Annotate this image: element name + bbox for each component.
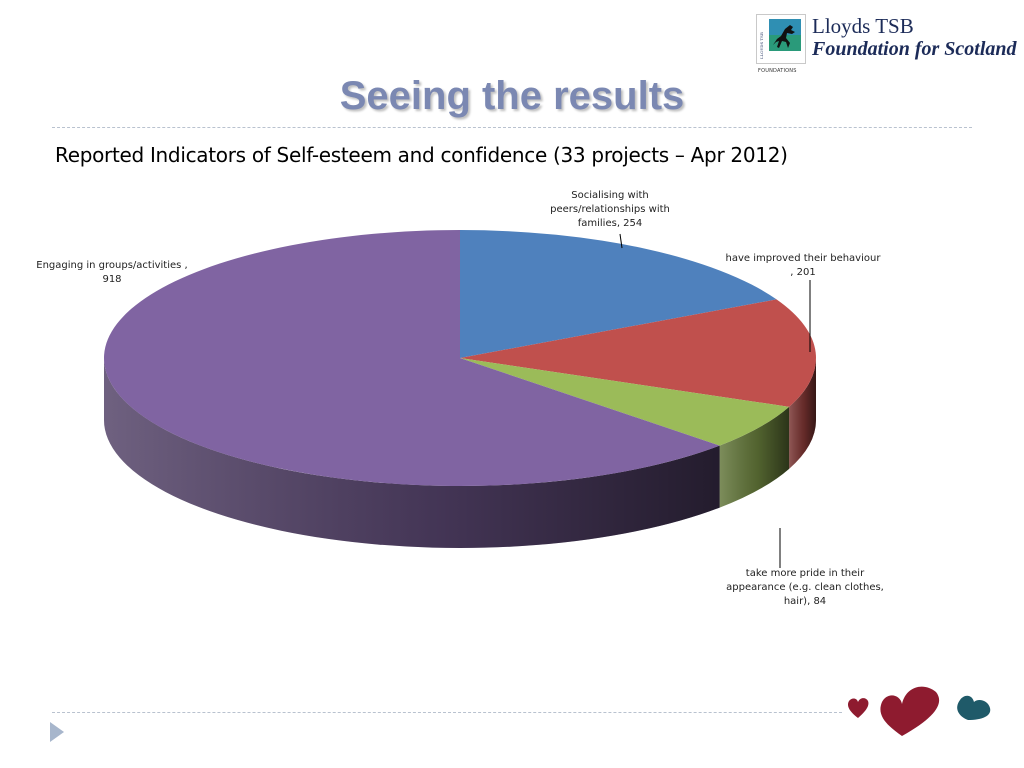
pie-slice-socialising-with-peers-relatio <box>460 230 777 358</box>
pie-slice-take-more-pride-in-their-appea <box>460 358 790 446</box>
data-label-line: Engaging in groups/activities , <box>36 260 187 271</box>
title-divider <box>52 127 972 128</box>
black-horse-icon: LLOYDS TSB <box>756 14 806 64</box>
footer-divider <box>52 712 842 713</box>
pie-side-shade-take-more-pride-in-their-appea <box>719 406 790 508</box>
data-label-line: peers/relationships with <box>550 204 670 215</box>
hearts-decoration <box>848 686 991 736</box>
pie-slice-engaging-in-groups-activities <box>104 230 720 486</box>
leader-line-socialising-with-peers-relatio <box>619 233 623 249</box>
data-label-line: appearance (e.g. clean clothes, <box>726 582 884 593</box>
data-label-engaging-in-groups-activities: Engaging in groups/activities , 918 <box>36 260 187 285</box>
data-label-line: families, 254 <box>578 218 643 229</box>
logo-line1: Lloyds TSB <box>812 14 914 38</box>
logo-sub-text: FOUNDATIONS <box>758 68 797 74</box>
pie-side-shade-engaging-in-groups-activities <box>103 358 720 549</box>
teal-heart-icon <box>957 695 991 720</box>
data-label-line: , 201 <box>790 267 815 278</box>
data-label-have-improved-their-behaviour: have improved their behaviour , 201 <box>726 253 882 278</box>
logo: LLOYDS TSB FOUNDATIONS Lloyds TSB Founda… <box>756 14 1017 74</box>
pie-side-shade-have-improved-their-behaviour <box>789 358 816 469</box>
large-heart-icon <box>880 686 940 736</box>
chart-title: Reported Indicators of Self-esteem and c… <box>55 143 788 167</box>
small-heart-icon <box>848 698 869 718</box>
data-label-line: take more pride in their <box>746 568 865 579</box>
data-label-take-more-pride-in-their-appea: take more pride in their appearance (e.g.… <box>726 568 884 607</box>
data-label-line: Socialising with <box>571 190 649 201</box>
pie-chart: Socialising with peers/relationships with… <box>36 190 884 607</box>
page-title: Seeing the results <box>339 74 685 118</box>
data-label-socialising-with-peers-relatio: Socialising with peers/relationships with… <box>550 190 670 229</box>
data-label-line: have improved their behaviour <box>726 253 882 264</box>
pie-slice-have-improved-their-behaviour <box>460 299 817 407</box>
logo-line2: Foundation for Scotland <box>812 38 1017 60</box>
data-label-line: hair), 84 <box>784 596 826 607</box>
data-label-line: 918 <box>102 274 121 285</box>
next-slide-arrow-icon[interactable] <box>50 722 64 742</box>
